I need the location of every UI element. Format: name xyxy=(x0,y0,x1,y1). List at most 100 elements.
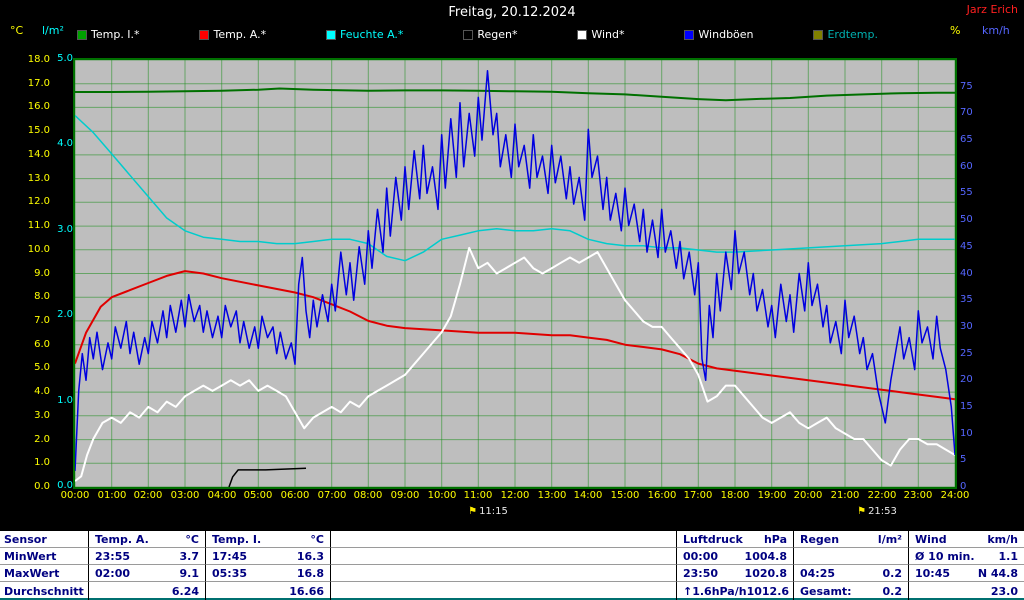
legend-label: Temp. I.* xyxy=(91,28,140,41)
table-cell-label: 00:00 xyxy=(683,549,719,563)
legend-item: Regen* xyxy=(463,28,518,41)
event-marker: ⚑ 11:15 xyxy=(468,506,508,517)
table-cell-value: °C xyxy=(185,532,199,546)
wind-axis-tick: 40 xyxy=(960,268,973,279)
table-cell-label: 23:55 xyxy=(95,549,131,563)
time-axis-tick: 00:00 xyxy=(60,490,90,501)
legend-item: Temp. A.* xyxy=(199,28,267,41)
legend-swatch-icon xyxy=(463,29,474,40)
temp-axis-tick: 5.0 xyxy=(34,362,50,373)
table-cell-value: 0.2 xyxy=(882,566,903,580)
chart-legend: Temp. I.* Temp. A.* Feuchte A.* Regen* Wind*… xyxy=(77,28,878,41)
wind-axis-tick: 75 xyxy=(960,81,973,92)
legend-item: Windböen xyxy=(684,28,754,41)
humidity-axis-unit: % xyxy=(950,24,961,37)
event-marker: ⚑ 21:53 xyxy=(857,506,897,517)
temp-axis-tick: 7.0 xyxy=(34,315,50,326)
table-cell: Ø 10 min. 1.1 xyxy=(908,548,1024,565)
time-axis-tick: 07:00 xyxy=(317,490,347,501)
wind-axis-tick: 15 xyxy=(960,401,973,412)
table-cell-label: 23:50 xyxy=(683,566,719,580)
table-cell: Wind km/h xyxy=(908,531,1024,548)
table-cell-value: 16.3 xyxy=(296,549,324,563)
legend-item: Feuchte A.* xyxy=(326,28,403,41)
table-cell: Gesamt: 0.2 xyxy=(793,582,908,600)
table-cell-value: 16.66 xyxy=(289,584,324,598)
table-cell-value: N 44.8 xyxy=(977,566,1018,580)
table-cell-value: 0.2 xyxy=(882,584,903,598)
table-cell: Temp. A. °C xyxy=(88,531,205,548)
rain-axis-tick: 0.0 xyxy=(57,480,73,491)
series-regen xyxy=(228,467,307,488)
wind-axis-tick: 65 xyxy=(960,134,973,145)
time-axis-tick: 10:00 xyxy=(427,490,457,501)
table-spacer-cell xyxy=(330,531,676,548)
time-axis-tick: 15:00 xyxy=(610,490,640,501)
series-temp-a- xyxy=(74,270,956,401)
time-axis-tick: 06:00 xyxy=(280,490,310,501)
time-axis-tick: 14:00 xyxy=(573,490,603,501)
time-axis-tick: 18:00 xyxy=(720,490,750,501)
legend-label: Regen* xyxy=(477,28,518,41)
time-axis-tick: 01:00 xyxy=(97,490,127,501)
time-axis-tick: 02:00 xyxy=(133,490,163,501)
wind-axis-tick: 10 xyxy=(960,428,973,439)
author-watermark: Jarz Erich xyxy=(966,3,1018,16)
series-wind xyxy=(74,246,956,482)
legend-label: Windböen xyxy=(698,28,754,41)
rain-axis-tick: 4.0 xyxy=(57,138,73,149)
table-cell: 23:50 1020.8 xyxy=(676,565,793,582)
table-cell: 02:00 9.1 xyxy=(88,565,205,582)
stats-table: Sensor Temp. A. °C Temp. I. °C Luftdruck hPa Re… xyxy=(0,531,1024,600)
temp-axis-tick: 14.0 xyxy=(27,149,50,160)
time-axis-tick: 20:00 xyxy=(793,490,823,501)
table-cell-value: 1.1 xyxy=(998,549,1019,563)
marker-time-label: 21:53 xyxy=(868,506,897,517)
wind-axis-tick: 5 xyxy=(960,454,967,465)
time-axis-tick: 09:00 xyxy=(390,490,420,501)
legend-label: Temp. A.* xyxy=(213,28,267,41)
legend-swatch-icon xyxy=(326,29,337,40)
temp-axis-tick: 13.0 xyxy=(27,173,50,184)
wind-axis-tick: 25 xyxy=(960,348,973,359)
table-spacer-cell xyxy=(330,565,676,582)
table-cell-label: 10:45 xyxy=(915,566,951,580)
table-cell-label: Wind xyxy=(915,532,947,546)
rain-axis-tick: 2.0 xyxy=(57,309,73,320)
wind-axis-tick: 45 xyxy=(960,241,973,252)
table-cell-value: 1004.8 xyxy=(744,549,787,563)
wind-axis: 75 70 65 60 55 50 45 40 35 30 25 20 15 10 5 0 xyxy=(960,0,1000,600)
marker-time-label: 11:15 xyxy=(479,506,508,517)
wind-axis-tick: 70 xyxy=(960,107,973,118)
temp-axis-tick: 9.0 xyxy=(34,268,50,279)
rain-axis-tick: 5.0 xyxy=(57,53,73,64)
marker-flag-icon: ⚑ xyxy=(468,506,478,517)
time-axis-tick: 11:00 xyxy=(463,490,493,501)
temp-axis-tick: 0.0 xyxy=(34,481,50,492)
marker-flag-icon: ⚑ xyxy=(857,506,867,517)
time-axis-tick: 13:00 xyxy=(537,490,567,501)
table-cell: 23:55 3.7 xyxy=(88,548,205,565)
time-axis-tick: 21:00 xyxy=(830,490,860,501)
temp-axis-tick: 10.0 xyxy=(27,244,50,255)
rain-axis-tick: 3.0 xyxy=(57,224,73,235)
table-spacer-cell xyxy=(330,548,676,565)
time-axis-tick: 12:00 xyxy=(500,490,530,501)
legend-item: Wind* xyxy=(577,28,625,41)
table-cell: Regen l/m² xyxy=(793,531,908,548)
table-cell-label: Temp. A. xyxy=(95,532,149,546)
table-cell-value: 9.1 xyxy=(179,566,200,580)
temp-axis-tick: 11.0 xyxy=(27,220,50,231)
wind-axis-tick: 55 xyxy=(960,187,973,198)
temp-axis-tick: 15.0 xyxy=(27,125,50,136)
temp-axis-tick: 16.0 xyxy=(27,101,50,112)
temp-axis-unit: °C xyxy=(10,24,24,37)
table-cell: 6.24 xyxy=(88,582,205,600)
legend-swatch-icon xyxy=(813,29,824,40)
wind-axis-tick: 30 xyxy=(960,321,973,332)
table-cell-value: 1012.6 xyxy=(746,584,790,598)
table-cell-label: Gesamt: xyxy=(800,584,852,598)
temp-axis-tick: 2.0 xyxy=(34,434,50,445)
wind-axis-tick: 0 xyxy=(960,481,967,492)
legend-swatch-icon xyxy=(684,29,695,40)
